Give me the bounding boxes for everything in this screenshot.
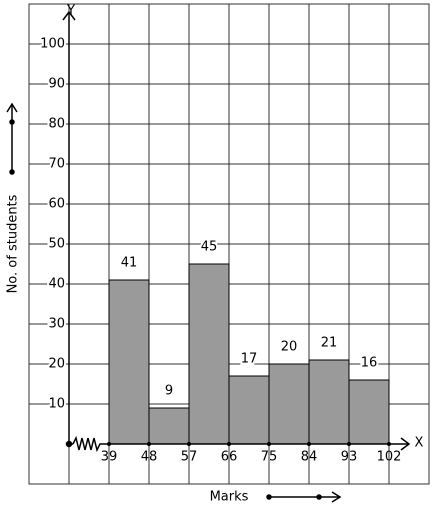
y-tick-label: 80 bbox=[48, 117, 65, 132]
x-tick-mark bbox=[307, 442, 311, 446]
y-tick-label: 70 bbox=[48, 157, 65, 172]
value-label: 20 bbox=[281, 340, 298, 355]
bar bbox=[228, 375, 270, 445]
bar bbox=[348, 379, 390, 445]
x-axis-arrow bbox=[400, 437, 411, 451]
y-axis-label: No. of students bbox=[6, 194, 21, 293]
x-axis-name: X bbox=[415, 436, 424, 451]
x-tick-label: 39 bbox=[101, 450, 118, 465]
x-tick-mark bbox=[387, 442, 391, 446]
y-tick-label: 40 bbox=[48, 277, 65, 292]
bar bbox=[188, 263, 230, 445]
value-label: 41 bbox=[121, 256, 138, 271]
value-label: 21 bbox=[321, 336, 338, 351]
y-tick-label: 20 bbox=[48, 357, 65, 372]
x-tick-mark bbox=[227, 442, 231, 446]
x-tick-mark bbox=[347, 442, 351, 446]
value-label: 17 bbox=[241, 352, 258, 367]
y-tick-label: 90 bbox=[48, 77, 65, 92]
bar bbox=[308, 359, 350, 445]
y-tick-label: 60 bbox=[48, 197, 65, 212]
y-direction-arrow-head bbox=[6, 102, 18, 113]
x-tick-label: 66 bbox=[221, 450, 238, 465]
bar bbox=[148, 407, 190, 445]
axes bbox=[6, 10, 411, 503]
x-tick-mark bbox=[267, 442, 271, 446]
bar bbox=[108, 279, 150, 445]
dot bbox=[266, 494, 272, 500]
x-direction-arrow-head bbox=[331, 491, 342, 503]
x-tick-label: 48 bbox=[141, 450, 158, 465]
x-tick-mark bbox=[107, 442, 111, 446]
y-axis-name: Y bbox=[66, 4, 75, 19]
y-tick-label: 100 bbox=[40, 37, 65, 52]
x-tick-label: 75 bbox=[261, 450, 278, 465]
axis-break bbox=[72, 435, 109, 453]
x-tick-mark bbox=[187, 442, 191, 446]
x-axis-label: Marks bbox=[210, 490, 249, 505]
bar bbox=[268, 363, 310, 445]
dot bbox=[9, 119, 15, 125]
x-tick-label: 93 bbox=[341, 450, 358, 465]
y-tick-label: 10 bbox=[48, 397, 65, 412]
bars bbox=[108, 263, 390, 445]
x-tick-label: 84 bbox=[301, 450, 318, 465]
x-tick-label: 57 bbox=[181, 450, 198, 465]
origin bbox=[65, 440, 73, 448]
y-tick-label: 30 bbox=[48, 317, 65, 332]
value-label: 9 bbox=[165, 384, 173, 399]
y-axis-arrow bbox=[62, 10, 76, 21]
y-tick-label: 50 bbox=[48, 237, 65, 252]
x-tick-label: 102 bbox=[377, 450, 402, 465]
value-label: 16 bbox=[361, 356, 378, 371]
dot bbox=[316, 494, 322, 500]
x-tick-mark bbox=[147, 442, 151, 446]
value-label: 45 bbox=[201, 240, 218, 255]
dot bbox=[9, 169, 15, 175]
